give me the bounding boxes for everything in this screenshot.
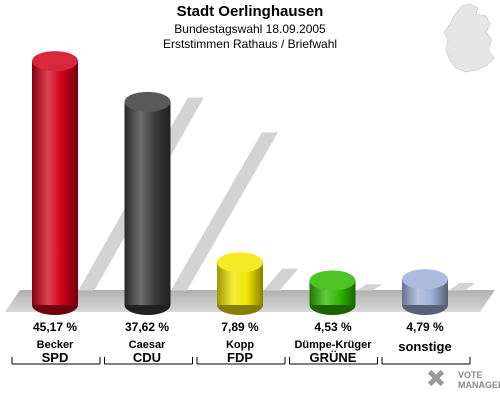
bar-cdu bbox=[124, 91, 171, 315]
bar-body-spd bbox=[32, 61, 78, 305]
bar-spd bbox=[32, 51, 78, 315]
vote-manager-logo-text: VOTE MANAGER bbox=[458, 370, 500, 390]
party-label-sonstige: sonstige bbox=[398, 339, 452, 354]
chart-title: Stadt Oerlinghausen bbox=[176, 3, 324, 20]
value-label-gruene: 4,53 % bbox=[314, 320, 352, 334]
logo-line-1: VOTE bbox=[458, 370, 483, 380]
bar-shadow-gruene bbox=[355, 284, 383, 291]
logo-line-2: MANAGER bbox=[458, 380, 500, 390]
label-separator-gruene bbox=[289, 357, 378, 365]
chart-subtitle: Bundestagswahl 18.09.2005 bbox=[174, 22, 326, 36]
party-label-fdp: FDP bbox=[227, 350, 253, 365]
label-separator-spd bbox=[11, 357, 101, 365]
bar-body-cdu bbox=[124, 101, 171, 306]
value-label-fdp: 7,89 % bbox=[221, 320, 259, 334]
bar-shadow-fdp bbox=[263, 268, 299, 291]
label-separator-fdp bbox=[196, 357, 286, 365]
bar-top-gruene bbox=[309, 270, 356, 291]
label-separator-cdu bbox=[104, 357, 193, 365]
party-label-spd: SPD bbox=[41, 350, 69, 365]
value-label-cdu: 37,62 % bbox=[124, 320, 170, 334]
bar-top-spd bbox=[32, 51, 78, 72]
label-separator-sonstige bbox=[381, 357, 471, 365]
candidate-label-cdu: Caesar bbox=[128, 339, 166, 351]
germany-map-icon bbox=[443, 3, 495, 73]
value-label-sonstige: 4,79 % bbox=[406, 320, 444, 334]
bar-top-sonstige bbox=[402, 269, 448, 290]
bar-top-fdp bbox=[217, 252, 263, 273]
bar-shadow-cdu bbox=[170, 132, 278, 291]
bar-fdp bbox=[217, 252, 263, 315]
candidate-label-fdp: Kopp bbox=[225, 339, 255, 351]
bar-gruene bbox=[309, 270, 356, 315]
bar-sonstige bbox=[402, 269, 448, 315]
candidate-label-spd: Becker bbox=[36, 339, 74, 351]
candidate-label-gruene: Dümpe-Krüger bbox=[294, 339, 372, 351]
bar-top-cdu bbox=[124, 91, 171, 112]
vote-manager-logo-icon bbox=[427, 369, 445, 387]
bar-shadow-sonstige bbox=[448, 283, 476, 291]
party-label-cdu: CDU bbox=[132, 350, 162, 365]
value-label-spd: 45,17 % bbox=[32, 320, 78, 334]
party-label-gruene: GRÜNE bbox=[309, 350, 357, 365]
chart-subtitle-2: Erststimmen Rathaus / Briefwahl bbox=[162, 37, 338, 51]
